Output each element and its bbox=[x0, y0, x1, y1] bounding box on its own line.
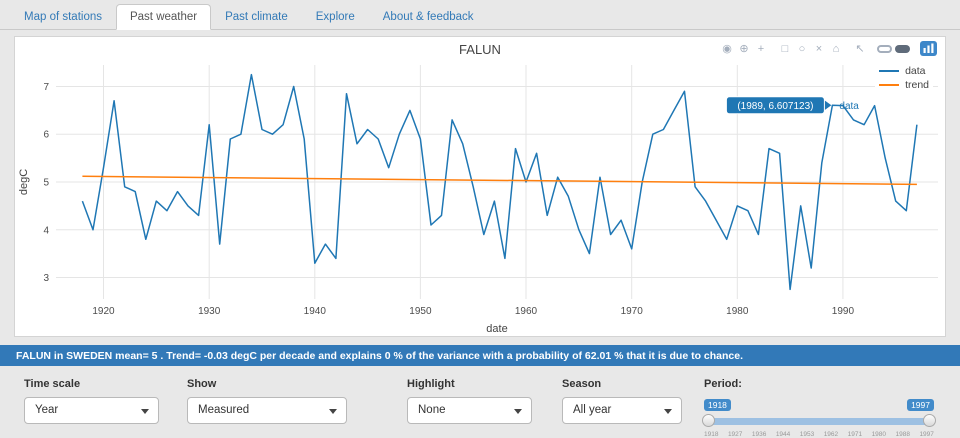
show-group: Show Measured bbox=[187, 378, 347, 424]
slider-tick: 1927 bbox=[727, 431, 743, 438]
period-label: Period: bbox=[704, 378, 742, 390]
chevron-down-icon bbox=[514, 409, 522, 414]
status-text: FALUN in SWEDEN mean= 5 . Trend= -0.03 d… bbox=[16, 350, 744, 362]
tab-explore[interactable]: Explore bbox=[315, 11, 355, 23]
slider-badges: 1918 1997 bbox=[704, 399, 934, 414]
pan-icon[interactable]: + bbox=[757, 42, 765, 55]
legend-label: trend bbox=[905, 79, 929, 91]
slider-tick: 1971 bbox=[847, 431, 863, 438]
highlight-value: None bbox=[418, 404, 446, 416]
legend-item-data[interactable]: data bbox=[879, 65, 929, 77]
show-dropdown[interactable]: Measured bbox=[187, 397, 347, 424]
camera-icon[interactable]: ◉ bbox=[722, 42, 732, 55]
chart-title: FALUN bbox=[459, 42, 501, 57]
home-icon[interactable]: ⌂ bbox=[832, 42, 840, 55]
season-label: Season bbox=[562, 378, 602, 390]
svg-text:date: date bbox=[486, 323, 507, 335]
svg-text:7: 7 bbox=[43, 82, 49, 93]
svg-text:6: 6 bbox=[43, 130, 49, 141]
slider-tick: 1962 bbox=[823, 431, 839, 438]
period-from-badge: 1918 bbox=[704, 399, 731, 411]
time-scale-group: Time scale Year bbox=[24, 378, 159, 424]
period-to-badge: 1997 bbox=[907, 399, 934, 411]
chart-legend: data trend bbox=[875, 61, 933, 95]
svg-text:(1989, 6.607123): (1989, 6.607123) bbox=[737, 101, 813, 112]
slider-tick: 1980 bbox=[871, 431, 887, 438]
slider-handle-from[interactable] bbox=[702, 414, 715, 427]
svg-text:data: data bbox=[839, 101, 859, 112]
trend-line-swatch bbox=[879, 84, 900, 86]
tab-past-weather[interactable]: Past weather bbox=[115, 4, 212, 30]
data-line-swatch bbox=[879, 70, 900, 72]
autoscale-icon[interactable]: ↖ bbox=[855, 42, 865, 55]
chevron-down-icon bbox=[664, 409, 672, 414]
chart-plot-area[interactable]: 3 4 5 6 7 1920 1930 1940 1950 1960 1970 1980 1990 dat… bbox=[16, 57, 944, 340]
highlight-group: Highlight None bbox=[407, 378, 532, 424]
tab-about-feedback[interactable]: About & feedback bbox=[382, 11, 474, 23]
lasso-select-icon[interactable]: ○ bbox=[798, 42, 806, 55]
box-select-icon[interactable]: □ bbox=[781, 42, 789, 55]
svg-text:1970: 1970 bbox=[621, 306, 644, 317]
legend-label: data bbox=[905, 65, 926, 77]
slider-tick: 1936 bbox=[751, 431, 767, 438]
svg-text:1940: 1940 bbox=[304, 306, 327, 317]
slider-tick: 1988 bbox=[895, 431, 910, 438]
plotly-logo-icon[interactable] bbox=[920, 41, 937, 56]
legend-item-trend[interactable]: trend bbox=[879, 79, 929, 91]
show-value: Measured bbox=[198, 404, 250, 416]
slider-tick: 1997 bbox=[919, 431, 934, 438]
slider-tick: 1918 bbox=[704, 431, 719, 438]
period-group: Period: 1918 1997 1918 1927 1936 1944 19… bbox=[702, 378, 936, 438]
time-scale-dropdown[interactable]: Year bbox=[24, 397, 159, 424]
hover-compare-icon[interactable] bbox=[877, 44, 892, 53]
highlight-dropdown[interactable]: None bbox=[407, 397, 532, 424]
tab-map-of-stations[interactable]: Map of stations bbox=[24, 11, 102, 23]
slider-track[interactable] bbox=[702, 414, 936, 427]
hover-closest-icon[interactable] bbox=[895, 44, 910, 53]
svg-text:1990: 1990 bbox=[832, 306, 855, 317]
slider-handle-to[interactable] bbox=[923, 414, 936, 427]
slider-tick-labels: 1918 1927 1936 1944 1953 1962 1971 1980 … bbox=[704, 431, 934, 438]
chart-card: FALUN ◉ ⊕ + □ ○ × ⌂ ↖ 3 4 5 6 7 1920 1930 1940 1… bbox=[14, 36, 946, 337]
svg-text:1980: 1980 bbox=[726, 306, 749, 317]
chevron-down-icon bbox=[329, 409, 337, 414]
svg-text:1950: 1950 bbox=[409, 306, 432, 317]
season-value: All year bbox=[573, 404, 612, 416]
top-tab-bar: Map of stations Past weather Past climat… bbox=[0, 0, 960, 30]
time-scale-value: Year bbox=[35, 404, 59, 416]
highlight-label: Highlight bbox=[407, 378, 455, 390]
svg-text:1920: 1920 bbox=[92, 306, 115, 317]
svg-text:5: 5 bbox=[43, 178, 49, 189]
svg-text:degC: degC bbox=[18, 169, 30, 195]
slider-tick: 1953 bbox=[799, 431, 815, 438]
svg-text:1960: 1960 bbox=[515, 306, 538, 317]
chevron-down-icon bbox=[141, 409, 149, 414]
slider-tick: 1944 bbox=[775, 431, 791, 438]
svg-text:3: 3 bbox=[43, 273, 49, 284]
svg-text:1930: 1930 bbox=[198, 306, 221, 317]
zoom-icon[interactable]: ⊕ bbox=[739, 42, 749, 55]
season-dropdown[interactable]: All year bbox=[562, 397, 682, 424]
controls-panel: Time scale Year Show Measured Highlight … bbox=[0, 366, 960, 438]
status-bar: FALUN in SWEDEN mean= 5 . Trend= -0.03 d… bbox=[0, 345, 960, 366]
season-group: Season All year bbox=[562, 378, 682, 424]
plotly-modebar: ◉ ⊕ + □ ○ × ⌂ ↖ bbox=[720, 41, 937, 56]
period-range-slider: 1918 1997 1918 1927 1936 1944 1953 1962 … bbox=[702, 399, 936, 438]
tab-past-climate[interactable]: Past climate bbox=[225, 11, 288, 23]
time-scale-label: Time scale bbox=[24, 378, 81, 390]
reset-axes-icon[interactable]: × bbox=[815, 42, 823, 55]
svg-text:4: 4 bbox=[43, 225, 49, 236]
show-label: Show bbox=[187, 378, 217, 390]
